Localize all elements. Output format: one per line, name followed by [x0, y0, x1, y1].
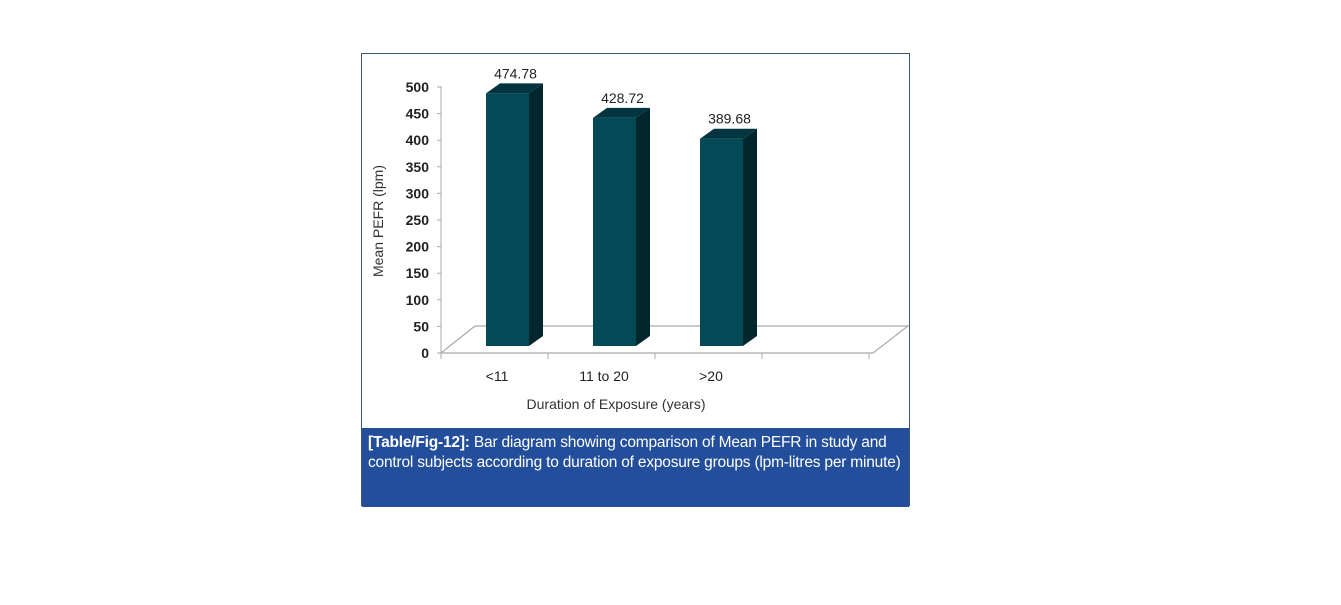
x-tick-label: 11 to 20: [579, 368, 629, 384]
caption-label: [Table/Fig-12]:: [368, 434, 470, 451]
bar: [486, 93, 529, 346]
y-tick-label: 250: [406, 212, 430, 228]
x-tick-label: <11: [486, 368, 509, 384]
bar-chart: 0 50 100 150 200 250 300 350 400 450 500 474.78 428…: [370, 65, 909, 412]
bar-top: [486, 83, 543, 94]
y-tick-label: 150: [406, 265, 430, 281]
y-tick-label: 300: [406, 185, 430, 201]
y-tick-label: 100: [406, 292, 430, 308]
bar-side: [529, 83, 543, 346]
bar-top: [593, 107, 650, 118]
bars: 474.78 428.72 389.68: [486, 65, 757, 346]
y-tick-label: 350: [406, 159, 430, 175]
figure: 0 50 100 150 200 250 300 350 400 450 500 474.78 428…: [361, 53, 910, 507]
y-tick-label: 0: [421, 345, 429, 361]
y-tick-label: 200: [406, 239, 430, 255]
floor-plane: [439, 325, 909, 354]
bar-side: [743, 128, 757, 346]
bar-top: [700, 128, 757, 139]
x-axis: <11 11 to 20 >20: [440, 353, 870, 384]
y-axis: 0 50 100 150 200 250 300 350 400 450 500: [406, 79, 441, 361]
y-tick-label: 400: [406, 132, 430, 148]
y-tick-label: 50: [413, 318, 429, 334]
bar: [700, 138, 743, 346]
bar-side: [636, 107, 650, 346]
data-label: 474.78: [494, 65, 537, 81]
data-label: 389.68: [708, 111, 751, 127]
bar: [593, 117, 636, 346]
y-axis-label: Mean PEFR (lpm): [370, 165, 386, 277]
figure-caption: [Table/Fig-12]: Bar diagram showing comp…: [362, 428, 909, 507]
x-tick-label: >20: [699, 368, 723, 384]
x-axis-label: Duration of Exposure (years): [527, 396, 706, 412]
y-tick-label: 450: [406, 106, 430, 122]
caption-text: Bar diagram showing comparison of Mean P…: [368, 434, 901, 471]
data-label: 428.72: [601, 90, 644, 106]
y-tick-label: 500: [406, 79, 430, 95]
